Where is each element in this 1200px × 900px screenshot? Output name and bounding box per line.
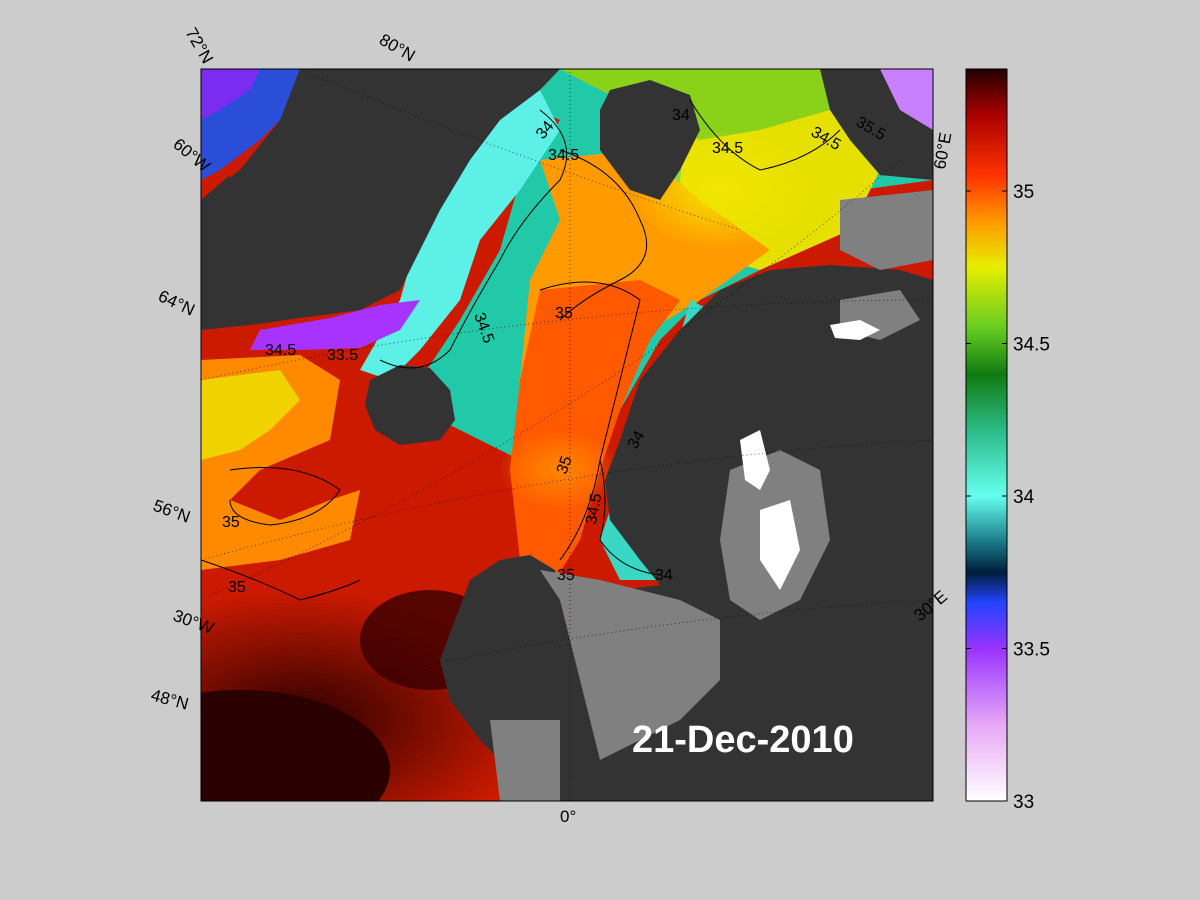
contour-label-17: 34 <box>655 567 673 584</box>
colorbar-tick-label: 33.5 <box>1013 640 1050 661</box>
colorbar-tick-label: 34 <box>1013 487 1035 508</box>
label-lat-56n: 56°N <box>151 496 193 527</box>
ice-baltic <box>760 500 800 590</box>
contour-label-11: 35 <box>554 454 576 477</box>
contour-label-4: 34.5 <box>712 140 743 157</box>
colorbar-tick-label: 34.5 <box>1013 335 1050 356</box>
contour-label-7: 35 <box>555 305 573 322</box>
land-greenland <box>201 69 560 330</box>
contour-label-9: 34.5 <box>265 342 296 359</box>
colorbar-ticks: 33 33.5 34 34.5 35 <box>966 182 1050 813</box>
contour-label-12: 34.5 <box>583 492 605 526</box>
land-canada <box>201 175 230 250</box>
colorbar: 33 33.5 34 34.5 35 <box>965 68 1050 813</box>
contour-label-2: 34.5 <box>548 147 579 164</box>
ocean-baffin-violet <box>201 69 260 120</box>
shelf-english-channel <box>490 720 560 801</box>
land-iceland <box>365 365 455 445</box>
colorbar-gradient <box>965 68 1008 802</box>
ice-white-sea <box>830 320 880 340</box>
salinity-map: 34 34.5 34 34.5 34.5 35.5 35 34.5 34.5 3… <box>201 69 933 801</box>
label-lat-72n: 72°N <box>182 25 217 67</box>
contour-label-14: 34 <box>625 428 649 452</box>
colorbar-tick-label: 33 <box>1013 792 1034 813</box>
label-lat-64n: 64°N <box>155 286 197 319</box>
colorbar-tick-label: 35 <box>1013 182 1034 203</box>
ocean-subpolar-yellow <box>201 370 300 460</box>
contour-label-16: 35 <box>228 579 246 596</box>
label-lon-60e: 60°E <box>930 131 955 171</box>
ocean-orange-eddy <box>500 430 620 510</box>
graticule <box>201 69 933 801</box>
shelf-north-sea <box>540 570 720 760</box>
date-label: 21-Dec-2010 <box>632 719 854 761</box>
contour-label-10: 33.5 <box>327 347 358 364</box>
shelf-barents-gray <box>840 190 933 270</box>
contour-label-3: 34 <box>672 107 690 124</box>
ice-gulf-bothnia <box>740 430 770 490</box>
label-lon-0: 0° <box>560 807 576 826</box>
ocean-deep-south-core <box>201 690 390 801</box>
label-lat-80n: 80°N <box>376 30 418 65</box>
contours <box>201 99 841 601</box>
land-svalbard <box>600 80 700 200</box>
land-novaya-zemlya <box>820 69 933 180</box>
label-lat-48n: 48°N <box>149 686 191 714</box>
map-frame <box>200 68 934 802</box>
contour-label-13: 35 <box>557 567 575 584</box>
ocean-egc-purple <box>250 300 420 350</box>
contour-label-15: 35 <box>222 514 240 531</box>
